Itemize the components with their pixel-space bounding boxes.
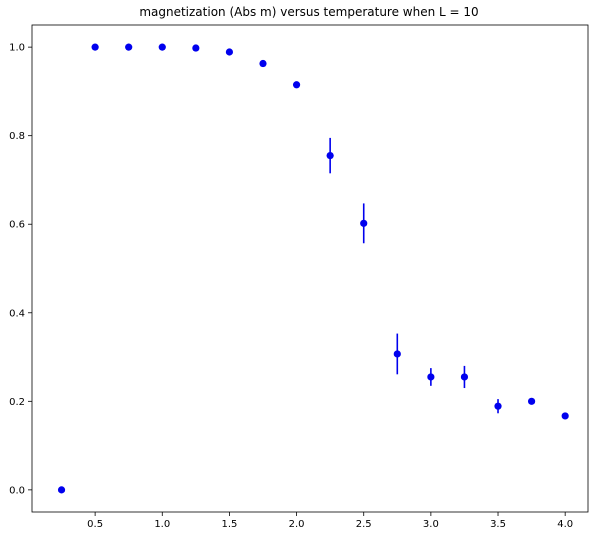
data-point — [57, 486, 66, 494]
x-tick-label: 3.5 — [490, 519, 506, 530]
x-tick-label: 0.5 — [87, 519, 103, 530]
x-tick-label: 4.0 — [557, 519, 573, 530]
y-tick-label: 0.4 — [9, 308, 25, 319]
data-point — [192, 44, 200, 52]
data-point — [91, 43, 99, 51]
data-point — [125, 43, 133, 51]
x-tick-label: 1.0 — [154, 519, 170, 530]
y-tick-label: 0.6 — [9, 220, 25, 231]
data-point — [460, 373, 469, 381]
data-point — [292, 81, 301, 89]
x-tick-label: 2.0 — [289, 519, 305, 530]
data-point — [225, 48, 234, 56]
x-tick-label: 2.5 — [356, 519, 372, 530]
data-point — [427, 373, 435, 381]
chart-title: magnetization (Abs m) versus temperature… — [139, 5, 478, 19]
data-point — [494, 402, 502, 410]
data-point — [259, 59, 267, 68]
axes-frame — [31, 24, 589, 513]
y-tick-label: 0.8 — [9, 131, 25, 142]
data-point — [393, 350, 401, 358]
y-tick-label: 0.0 — [9, 485, 25, 496]
data-point — [561, 412, 569, 420]
y-tick-label: 0.2 — [9, 397, 25, 408]
data-point — [158, 43, 166, 51]
plot-area: 0.5 1.0 1.5 2.0 2.5 3.0 3.5 4.0 0.0 0.2 0.4 0.6 0.8 1… — [9, 24, 589, 530]
x-tick-label: 3.0 — [423, 519, 439, 530]
data-point — [360, 219, 368, 227]
y-tick-label: 1.0 — [9, 43, 25, 54]
data-point — [326, 152, 334, 160]
data-point — [527, 397, 536, 405]
x-tick-label: 1.5 — [221, 519, 237, 530]
